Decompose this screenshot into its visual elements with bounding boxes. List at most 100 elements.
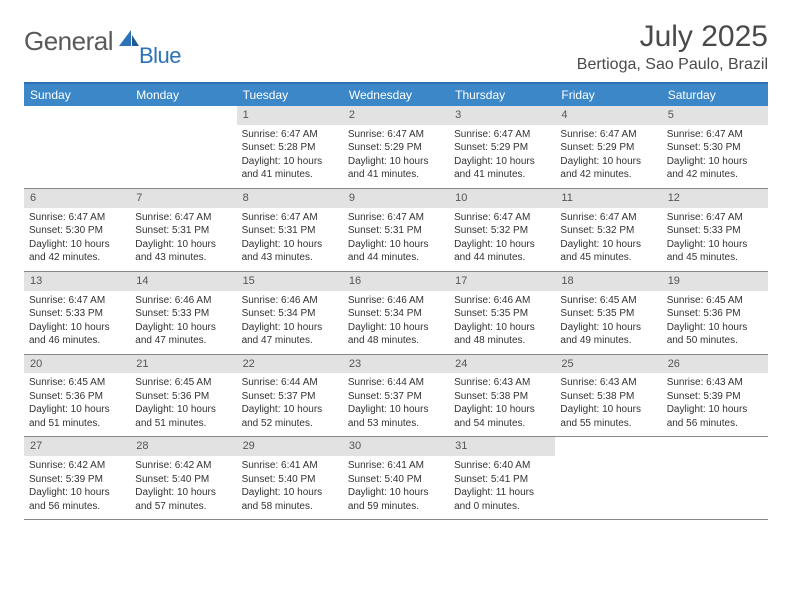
day-body: Sunrise: 6:41 AMSunset: 5:40 PMDaylight:… <box>237 456 343 519</box>
header: General Blue July 2025 Bertioga, Sao Pau… <box>24 20 768 74</box>
sunset-text: Sunset: 5:31 PM <box>348 224 444 238</box>
day-cell: 11Sunrise: 6:47 AMSunset: 5:32 PMDayligh… <box>555 189 661 271</box>
daylight-text: Daylight: 10 hours and 47 minutes. <box>135 321 231 348</box>
day-body: Sunrise: 6:43 AMSunset: 5:38 PMDaylight:… <box>449 373 555 436</box>
daylight-text: Daylight: 10 hours and 43 minutes. <box>242 238 338 265</box>
day-body: Sunrise: 6:40 AMSunset: 5:41 PMDaylight:… <box>449 456 555 519</box>
sunset-text: Sunset: 5:34 PM <box>348 307 444 321</box>
daylight-text: Daylight: 10 hours and 51 minutes. <box>29 403 125 430</box>
sunrise-text: Sunrise: 6:46 AM <box>135 294 231 308</box>
location-text: Bertioga, Sao Paulo, Brazil <box>577 56 768 74</box>
sunset-text: Sunset: 5:31 PM <box>135 224 231 238</box>
day-body: Sunrise: 6:47 AMSunset: 5:32 PMDaylight:… <box>449 208 555 271</box>
sunset-text: Sunset: 5:37 PM <box>242 390 338 404</box>
day-header: Saturday <box>662 84 768 106</box>
day-body: Sunrise: 6:46 AMSunset: 5:33 PMDaylight:… <box>130 291 236 354</box>
day-body: Sunrise: 6:45 AMSunset: 5:35 PMDaylight:… <box>555 291 661 354</box>
sunset-text: Sunset: 5:32 PM <box>454 224 550 238</box>
day-number: 18 <box>555 272 661 291</box>
sunset-text: Sunset: 5:29 PM <box>348 141 444 155</box>
day-body: Sunrise: 6:47 AMSunset: 5:32 PMDaylight:… <box>555 208 661 271</box>
day-number: 30 <box>343 437 449 456</box>
day-number: 1 <box>237 106 343 125</box>
sunrise-text: Sunrise: 6:47 AM <box>454 211 550 225</box>
week-row: 6Sunrise: 6:47 AMSunset: 5:30 PMDaylight… <box>24 189 768 272</box>
sunrise-text: Sunrise: 6:41 AM <box>348 459 444 473</box>
daylight-text: Daylight: 10 hours and 42 minutes. <box>667 155 763 182</box>
day-body: Sunrise: 6:47 AMSunset: 5:33 PMDaylight:… <box>662 208 768 271</box>
day-body: Sunrise: 6:47 AMSunset: 5:31 PMDaylight:… <box>130 208 236 271</box>
sunset-text: Sunset: 5:33 PM <box>29 307 125 321</box>
sunset-text: Sunset: 5:33 PM <box>135 307 231 321</box>
sunrise-text: Sunrise: 6:47 AM <box>560 128 656 142</box>
sunrise-text: Sunrise: 6:45 AM <box>135 376 231 390</box>
daylight-text: Daylight: 10 hours and 56 minutes. <box>667 403 763 430</box>
day-body: Sunrise: 6:44 AMSunset: 5:37 PMDaylight:… <box>237 373 343 436</box>
sunset-text: Sunset: 5:35 PM <box>560 307 656 321</box>
day-body: Sunrise: 6:47 AMSunset: 5:29 PMDaylight:… <box>449 125 555 188</box>
sunrise-text: Sunrise: 6:44 AM <box>242 376 338 390</box>
page-title: July 2025 <box>577 20 768 54</box>
sunset-text: Sunset: 5:38 PM <box>454 390 550 404</box>
day-cell: 3Sunrise: 6:47 AMSunset: 5:29 PMDaylight… <box>449 106 555 188</box>
sunset-text: Sunset: 5:37 PM <box>348 390 444 404</box>
sunset-text: Sunset: 5:39 PM <box>29 473 125 487</box>
sunset-text: Sunset: 5:36 PM <box>29 390 125 404</box>
sunrise-text: Sunrise: 6:47 AM <box>242 128 338 142</box>
empty-day-cell <box>662 437 768 519</box>
daylight-text: Daylight: 10 hours and 48 minutes. <box>454 321 550 348</box>
calendar: SundayMondayTuesdayWednesdayThursdayFrid… <box>24 82 768 520</box>
day-cell: 28Sunrise: 6:42 AMSunset: 5:40 PMDayligh… <box>130 437 236 519</box>
day-number: 25 <box>555 355 661 374</box>
daylight-text: Daylight: 10 hours and 41 minutes. <box>242 155 338 182</box>
day-number: 6 <box>24 189 130 208</box>
day-body: Sunrise: 6:47 AMSunset: 5:29 PMDaylight:… <box>343 125 449 188</box>
day-body: Sunrise: 6:42 AMSunset: 5:39 PMDaylight:… <box>24 456 130 519</box>
day-cell: 22Sunrise: 6:44 AMSunset: 5:37 PMDayligh… <box>237 355 343 437</box>
empty-day-cell <box>130 106 236 188</box>
daylight-text: Daylight: 10 hours and 43 minutes. <box>135 238 231 265</box>
day-cell: 23Sunrise: 6:44 AMSunset: 5:37 PMDayligh… <box>343 355 449 437</box>
daylight-text: Daylight: 10 hours and 48 minutes. <box>348 321 444 348</box>
day-cell: 13Sunrise: 6:47 AMSunset: 5:33 PMDayligh… <box>24 272 130 354</box>
day-cell: 2Sunrise: 6:47 AMSunset: 5:29 PMDaylight… <box>343 106 449 188</box>
sunrise-text: Sunrise: 6:47 AM <box>348 128 444 142</box>
daylight-text: Daylight: 11 hours and 0 minutes. <box>454 486 550 513</box>
day-number: 5 <box>662 106 768 125</box>
logo-text-general: General <box>24 26 113 57</box>
empty-day-cell <box>555 437 661 519</box>
sunset-text: Sunset: 5:35 PM <box>454 307 550 321</box>
sunset-text: Sunset: 5:29 PM <box>560 141 656 155</box>
daylight-text: Daylight: 10 hours and 49 minutes. <box>560 321 656 348</box>
sunset-text: Sunset: 5:29 PM <box>454 141 550 155</box>
day-cell: 9Sunrise: 6:47 AMSunset: 5:31 PMDaylight… <box>343 189 449 271</box>
sunrise-text: Sunrise: 6:45 AM <box>560 294 656 308</box>
day-cell: 21Sunrise: 6:45 AMSunset: 5:36 PMDayligh… <box>130 355 236 437</box>
sunrise-text: Sunrise: 6:47 AM <box>242 211 338 225</box>
day-number: 28 <box>130 437 236 456</box>
sunrise-text: Sunrise: 6:47 AM <box>29 294 125 308</box>
daylight-text: Daylight: 10 hours and 41 minutes. <box>454 155 550 182</box>
sunset-text: Sunset: 5:30 PM <box>667 141 763 155</box>
day-number: 19 <box>662 272 768 291</box>
day-body: Sunrise: 6:47 AMSunset: 5:29 PMDaylight:… <box>555 125 661 188</box>
day-body: Sunrise: 6:43 AMSunset: 5:38 PMDaylight:… <box>555 373 661 436</box>
day-number: 24 <box>449 355 555 374</box>
daylight-text: Daylight: 10 hours and 59 minutes. <box>348 486 444 513</box>
daylight-text: Daylight: 10 hours and 46 minutes. <box>29 321 125 348</box>
day-number: 4 <box>555 106 661 125</box>
daylight-text: Daylight: 10 hours and 58 minutes. <box>242 486 338 513</box>
day-cell: 20Sunrise: 6:45 AMSunset: 5:36 PMDayligh… <box>24 355 130 437</box>
daylight-text: Daylight: 10 hours and 44 minutes. <box>348 238 444 265</box>
sunrise-text: Sunrise: 6:45 AM <box>29 376 125 390</box>
day-body: Sunrise: 6:41 AMSunset: 5:40 PMDaylight:… <box>343 456 449 519</box>
title-block: July 2025 Bertioga, Sao Paulo, Brazil <box>577 20 768 74</box>
sunset-text: Sunset: 5:28 PM <box>242 141 338 155</box>
sunrise-text: Sunrise: 6:47 AM <box>29 211 125 225</box>
sunrise-text: Sunrise: 6:45 AM <box>667 294 763 308</box>
daylight-text: Daylight: 10 hours and 45 minutes. <box>667 238 763 265</box>
day-cell: 19Sunrise: 6:45 AMSunset: 5:36 PMDayligh… <box>662 272 768 354</box>
sunset-text: Sunset: 5:40 PM <box>348 473 444 487</box>
sunset-text: Sunset: 5:40 PM <box>242 473 338 487</box>
day-header: Friday <box>555 84 661 106</box>
